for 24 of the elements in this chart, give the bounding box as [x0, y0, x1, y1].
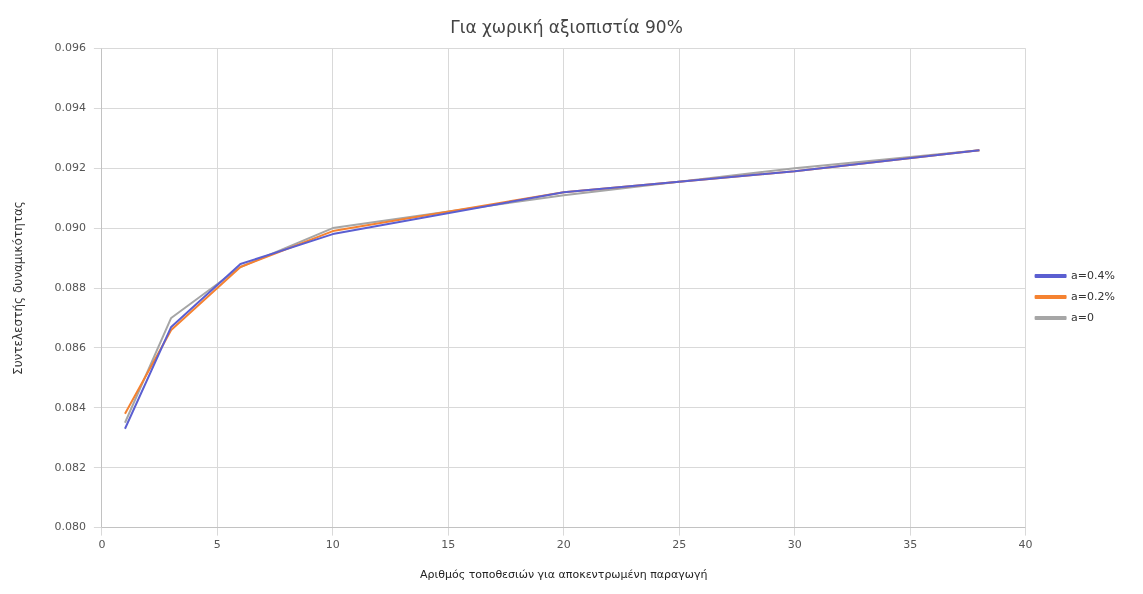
x-tick-label: 0: [98, 538, 106, 552]
y-tick-label: 0.090: [54, 220, 86, 234]
x-tick-label: 10: [325, 538, 340, 552]
y-axis-title: Συντελεστής δυναμικότητας: [11, 201, 26, 375]
y-tick-label: 0.084: [54, 400, 86, 414]
y-tick-label: 0.094: [54, 101, 86, 115]
y-tick-label: 0.086: [54, 340, 86, 354]
x-tick-label: 35: [903, 538, 918, 552]
y-tick-label: 0.080: [54, 520, 86, 534]
x-tick-label: 30: [787, 538, 802, 552]
legend-label: a=0: [1071, 310, 1095, 324]
y-tick-label: 0.088: [54, 280, 86, 294]
x-tick-label: 40: [1018, 538, 1033, 552]
x-tick-label: 15: [441, 538, 456, 552]
y-tick-label: 0.082: [54, 460, 86, 474]
x-axis-title: Αριθμός τοποθεσιών για αποκεντρωμένη παραγωγή: [420, 568, 708, 582]
legend-label: a=0.4%: [1071, 268, 1115, 282]
y-tick-label: 0.092: [54, 161, 86, 175]
chart-title: Για χωρική αξιοπιστία 90%: [450, 16, 683, 37]
y-tick-label: 0.096: [54, 41, 86, 55]
x-tick-label: 25: [672, 538, 687, 552]
x-tick-label: 5: [213, 538, 221, 552]
legend-label: a=0.2%: [1071, 289, 1115, 303]
x-tick-label: 20: [556, 538, 571, 552]
